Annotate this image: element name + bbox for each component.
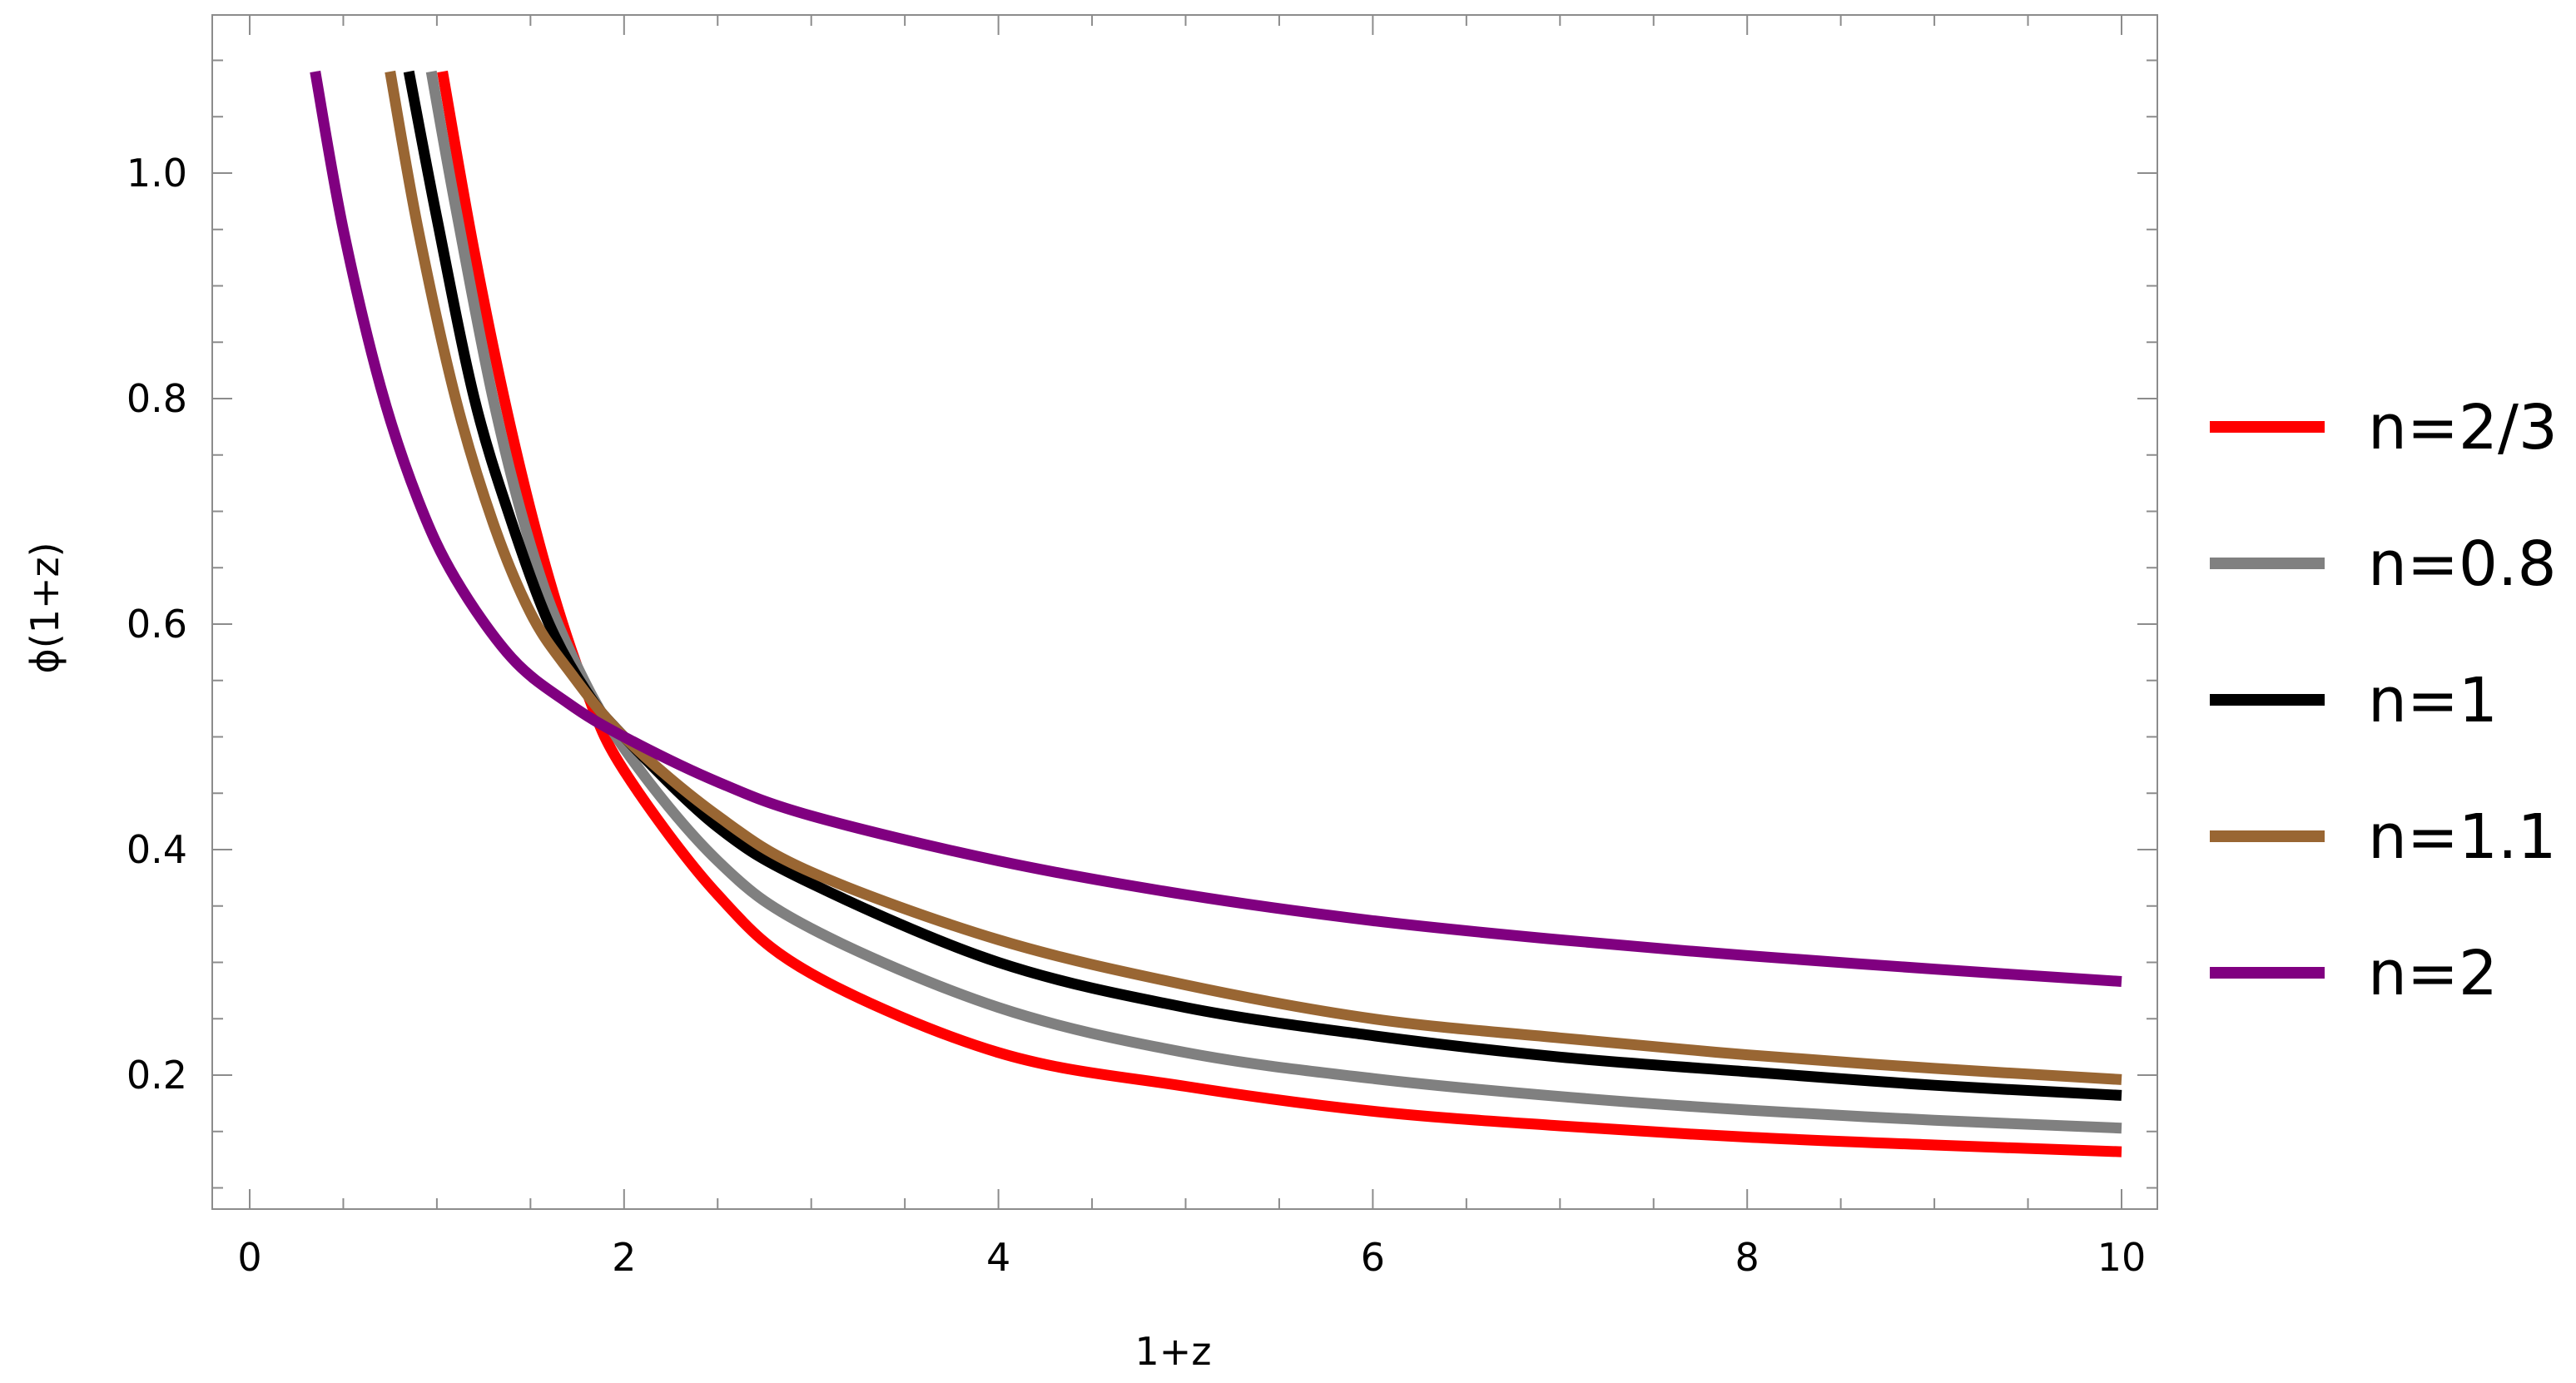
x-axis-label: 1+z: [1135, 1329, 1212, 1374]
y-tick-label: 1.0: [127, 151, 187, 196]
series-line-1: [437, 70, 2122, 1157]
y-tick-label: 0.4: [127, 827, 187, 872]
tick-marks: [212, 15, 2157, 1209]
y-axis-label: ϕ(1+z): [22, 542, 67, 673]
series-line-3: [403, 70, 2122, 1101]
series-line-4: [385, 70, 2122, 1085]
x-tick-label: 6: [1361, 1235, 1385, 1280]
y-tick-label: 0.6: [127, 602, 187, 647]
series-line-5: [310, 70, 2122, 987]
x-tick-label: 0: [237, 1235, 261, 1280]
y-tick-label: 0.8: [127, 376, 187, 421]
y-tick-labels: 0.2 0.4 0.6 0.8 1.0: [127, 151, 187, 1098]
series-line-2: [425, 70, 2122, 1134]
legend-label: n=0.8: [2368, 528, 2557, 600]
plot-frame: [211, 14, 2158, 1210]
legend-label: n=2: [2368, 938, 2498, 1009]
x-tick-label: 2: [612, 1235, 636, 1280]
y-tick-label: 0.2: [127, 1053, 187, 1098]
legend-label: n=1: [2368, 665, 2498, 736]
legend-label: n=1.1: [2368, 801, 2557, 873]
series-curves: [310, 70, 2122, 1157]
x-tick-label: 10: [2097, 1235, 2147, 1280]
x-tick-labels: 0 2 4 6 8 10: [237, 1235, 2146, 1280]
legend-label: n=2/3: [2368, 392, 2558, 463]
x-tick-label: 8: [1735, 1235, 1760, 1280]
x-tick-label: 4: [986, 1235, 1010, 1280]
legend: n=2/3 n=0.8 n=1 n=1.1 n=2: [2210, 392, 2558, 1009]
